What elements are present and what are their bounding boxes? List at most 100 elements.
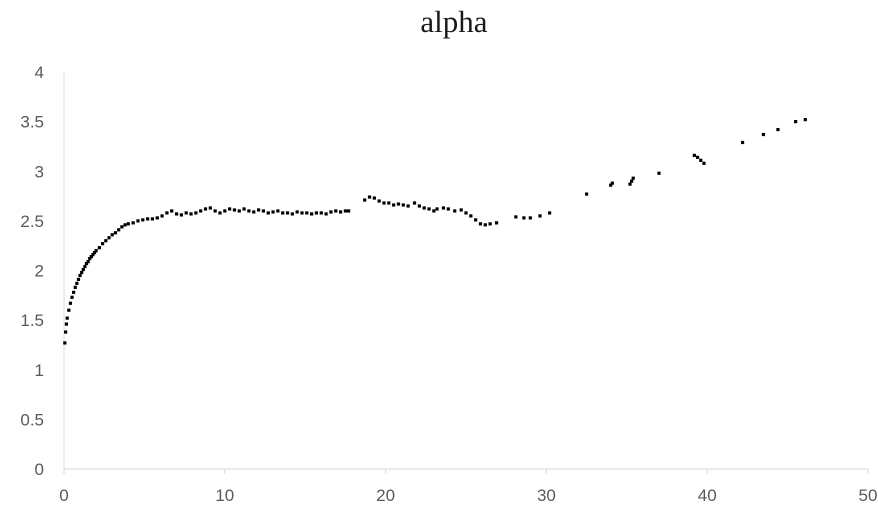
data-point [435, 207, 439, 211]
data-point [628, 182, 632, 186]
y-tick-label: 4 [35, 63, 44, 82]
tick-labels: 0 10 20 30 40 50 0 0.5 1 1.5 2 2.5 3 3.5 4 [20, 63, 877, 505]
data-point [631, 176, 635, 180]
data-point [179, 213, 183, 217]
data-point [343, 209, 347, 213]
data-point [372, 196, 376, 200]
data-point [441, 206, 446, 210]
data-point [478, 222, 483, 226]
data-point [75, 281, 79, 286]
data-point [803, 118, 807, 122]
data-point [609, 183, 613, 187]
data-point [474, 218, 478, 222]
data-point [469, 214, 473, 218]
data-point [165, 211, 169, 215]
data-point [232, 208, 237, 212]
data-point [695, 155, 700, 159]
data-point [65, 316, 69, 320]
data-point [110, 233, 114, 237]
x-tick-label: 10 [215, 486, 234, 505]
data-point [189, 212, 193, 216]
data-point [64, 330, 68, 334]
data-point [84, 261, 89, 266]
axes [63, 72, 869, 474]
y-tick-label: 2.5 [20, 212, 44, 231]
data-points [63, 118, 807, 345]
data-point [247, 209, 251, 213]
data-point [281, 211, 285, 215]
data-point [81, 267, 85, 272]
data-point [73, 285, 77, 289]
data-point [88, 256, 92, 261]
y-tick-label: 2 [35, 262, 44, 281]
data-point [242, 207, 246, 211]
data-point [120, 225, 124, 229]
data-point [256, 208, 261, 212]
x-tick-label: 30 [537, 486, 556, 505]
data-point [459, 208, 463, 212]
data-point [367, 195, 372, 199]
data-point [585, 192, 589, 196]
data-point [776, 127, 780, 132]
x-tick-label: 40 [698, 486, 717, 505]
data-point [228, 207, 232, 211]
data-point [117, 228, 121, 232]
data-point [363, 198, 367, 202]
data-point [453, 209, 457, 213]
data-point [78, 273, 82, 278]
data-point [92, 251, 97, 255]
data-point [141, 218, 145, 222]
data-point [203, 207, 208, 211]
data-point [483, 223, 487, 227]
data-point [412, 201, 417, 205]
data-point [218, 211, 222, 215]
data-point [213, 209, 217, 213]
data-point [89, 255, 93, 259]
data-point [329, 210, 333, 214]
y-tick-label: 1 [35, 361, 44, 380]
y-tick-label: 0 [35, 460, 44, 479]
data-point [91, 253, 95, 257]
data-point [740, 140, 745, 145]
data-point [174, 212, 179, 216]
x-tick-label: 0 [59, 486, 68, 505]
chart-title: alpha [420, 4, 488, 39]
data-point [432, 209, 436, 213]
data-point [276, 209, 280, 213]
data-point [208, 206, 212, 210]
data-point [67, 308, 71, 312]
data-point [300, 211, 304, 215]
data-point [528, 216, 532, 220]
y-tick-label: 3 [35, 162, 44, 181]
data-point [396, 202, 401, 206]
x-tick-label: 50 [859, 486, 878, 505]
data-point [194, 211, 198, 215]
data-point [104, 239, 108, 243]
data-point [401, 203, 405, 207]
data-point [417, 204, 421, 208]
data-point [261, 209, 265, 213]
data-point [123, 223, 127, 227]
data-point [271, 210, 275, 214]
data-point [83, 264, 87, 269]
data-point [160, 214, 164, 218]
data-point [761, 132, 766, 137]
x-tick-label: 20 [376, 486, 395, 505]
data-point [324, 212, 328, 216]
data-point [514, 215, 518, 219]
data-point [610, 181, 614, 185]
data-point [150, 217, 155, 221]
data-point [488, 222, 492, 226]
data-point [548, 211, 552, 215]
data-point [538, 214, 542, 218]
data-point [70, 295, 74, 299]
data-point [113, 231, 118, 235]
data-point [319, 211, 323, 215]
data-point [126, 222, 130, 226]
data-point [64, 322, 69, 326]
data-point [657, 171, 661, 175]
data-point [76, 277, 81, 282]
data-point [347, 209, 351, 213]
data-point [146, 217, 150, 221]
